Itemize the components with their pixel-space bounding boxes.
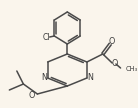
Text: O: O (112, 59, 118, 68)
Text: O: O (28, 91, 35, 99)
Text: N: N (41, 74, 47, 83)
Text: N: N (88, 74, 94, 83)
Text: Cl: Cl (42, 33, 50, 43)
Text: O: O (108, 37, 114, 45)
Text: CH₃: CH₃ (125, 66, 137, 72)
